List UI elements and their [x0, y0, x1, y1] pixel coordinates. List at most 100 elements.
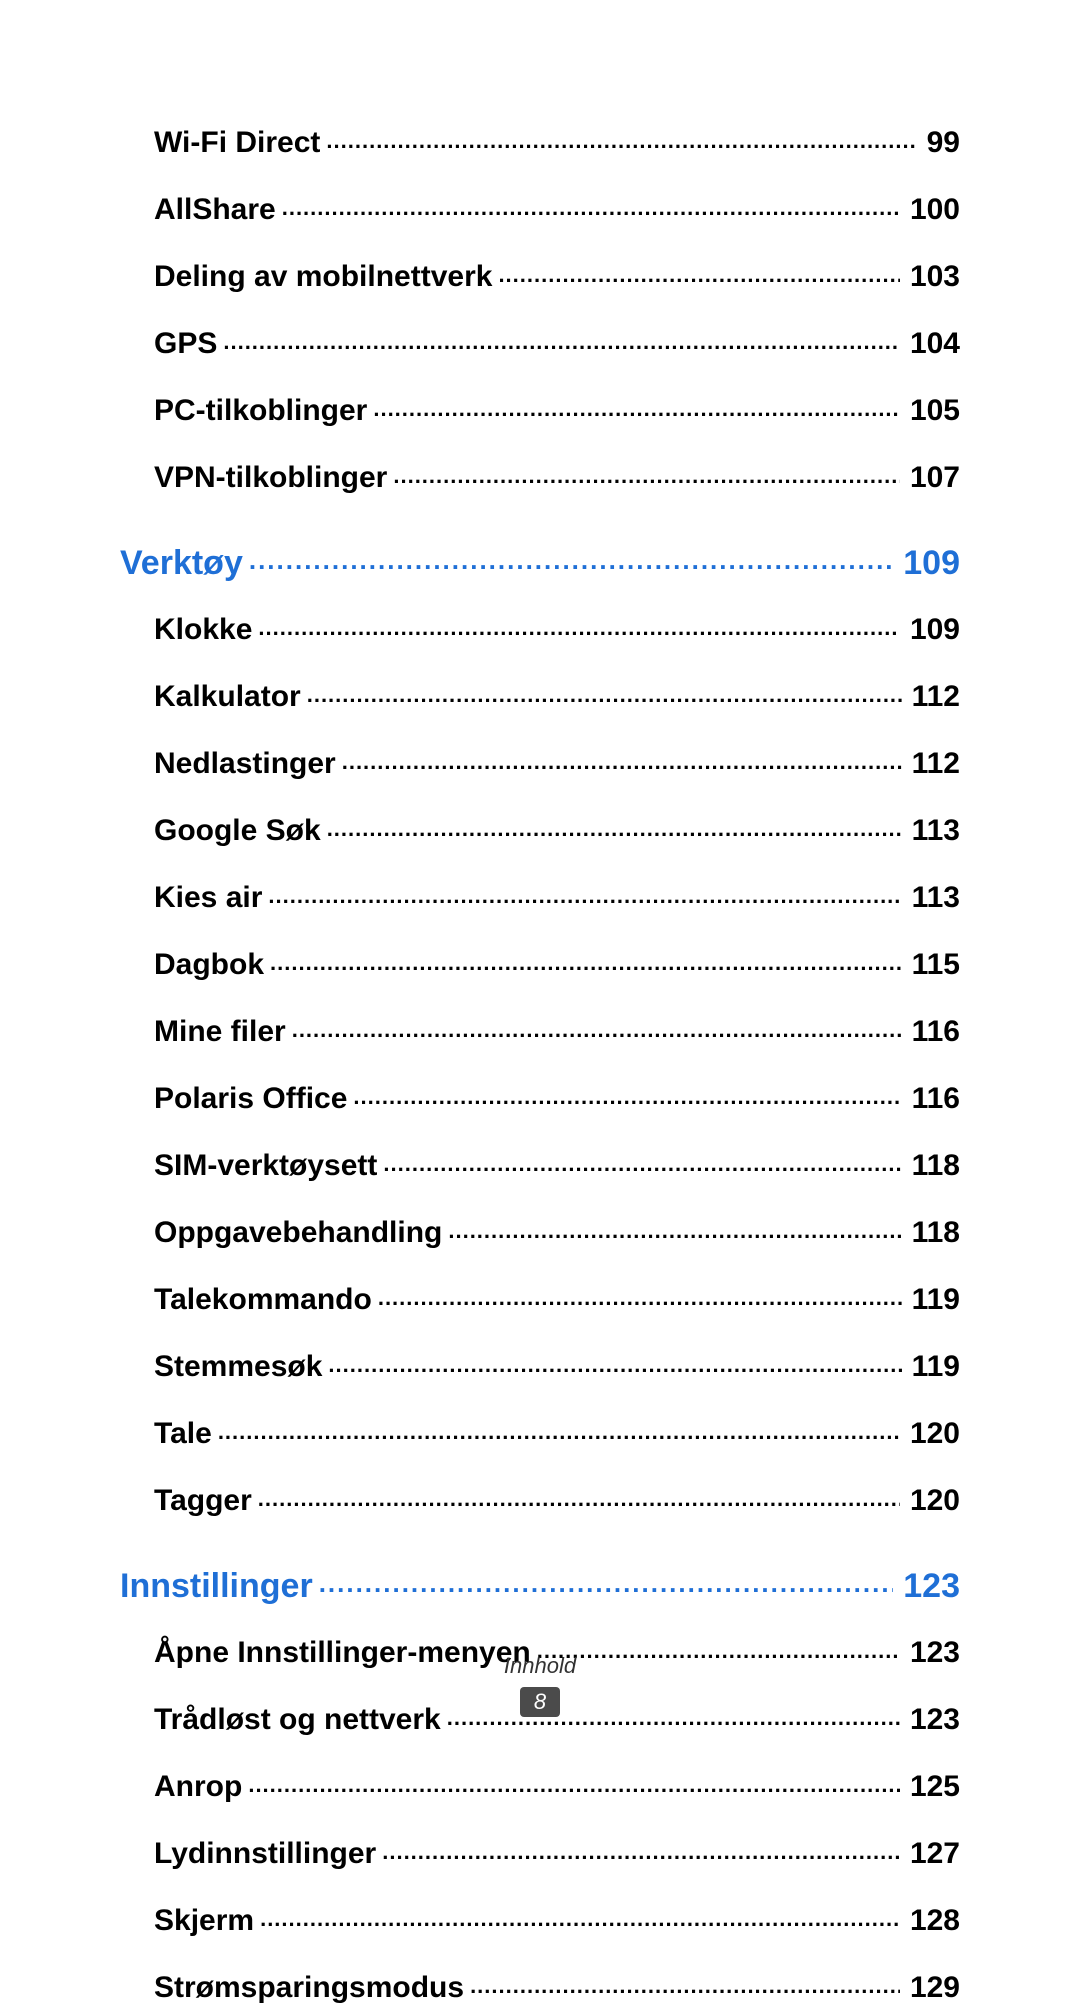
- toc-sub-item[interactable]: Skjerm 128: [120, 1894, 960, 1938]
- toc-section-page: 109: [893, 544, 960, 583]
- toc-item-page: 113: [902, 881, 960, 915]
- toc-item-page: 112: [902, 680, 960, 714]
- toc-sub-item[interactable]: Talekommando 119: [120, 1273, 960, 1317]
- toc-sub-item[interactable]: GPS 104: [120, 317, 960, 361]
- toc-leader-dots: [327, 804, 902, 840]
- page-footer: Innhold 8: [0, 1653, 1080, 1717]
- toc-item-label: Stemmesøk: [154, 1350, 328, 1384]
- toc-section-page: 123: [893, 1567, 960, 1606]
- toc-leader-dots: [249, 533, 893, 574]
- toc-sub-item[interactable]: Anrop125: [120, 1760, 960, 1804]
- toc-sub-item[interactable]: Kalkulator 112: [120, 670, 960, 714]
- toc-item-page: 128: [900, 1904, 960, 1938]
- toc-item-page: 103: [900, 260, 960, 294]
- toc-sub-item[interactable]: Klokke 109: [120, 603, 960, 647]
- toc-item-page: 113: [902, 814, 960, 848]
- toc-leader-dots: [353, 1072, 901, 1108]
- toc-leader-dots: [258, 1474, 900, 1510]
- toc-sub-item[interactable]: VPN-tilkoblinger 107: [120, 451, 960, 495]
- toc-sub-item[interactable]: Stemmesøk 119: [120, 1340, 960, 1384]
- toc-leader-dots: [498, 250, 900, 286]
- toc-sub-item[interactable]: Polaris Office 116: [120, 1072, 960, 1116]
- toc-sub-item[interactable]: PC-tilkoblinger 105: [120, 384, 960, 428]
- toc-item-label: Anrop: [154, 1770, 248, 1804]
- toc-item-label: Tagger: [154, 1484, 258, 1518]
- toc-leader-dots: [270, 938, 902, 974]
- toc-item-label: Klokke: [154, 613, 258, 647]
- toc-section-heading[interactable]: Verktøy 109: [120, 533, 960, 583]
- toc-item-page: 104: [900, 327, 960, 361]
- toc-sub-item[interactable]: Strømsparingsmodus 129: [120, 1961, 960, 2005]
- toc-item-label: Nedlastinger: [154, 747, 342, 781]
- toc-item-page: 107: [900, 461, 960, 495]
- toc-item-page: 100: [900, 193, 960, 227]
- toc-item-label: Oppgavebehandling: [154, 1216, 448, 1250]
- toc-item-label: SIM-verktøysett: [154, 1149, 383, 1183]
- footer-section-title: Innhold: [0, 1653, 1080, 1679]
- toc-item-label: Polaris Office: [154, 1082, 353, 1116]
- toc-item-page: 115: [902, 948, 960, 982]
- toc-item-label: Strømsparingsmodus: [154, 1971, 470, 2005]
- toc-item-page: 129: [900, 1971, 960, 2005]
- toc-item-label: PC-tilkoblinger: [154, 394, 373, 428]
- toc-sub-item[interactable]: Tagger 120: [120, 1474, 960, 1518]
- toc-item-label: GPS: [154, 327, 223, 361]
- toc-leader-dots: [282, 183, 900, 219]
- toc-item-label: Dagbok: [154, 948, 270, 982]
- toc-leader-dots: [307, 670, 902, 706]
- toc-item-label: Talekommando: [154, 1283, 378, 1317]
- toc-sub-item[interactable]: Tale 120: [120, 1407, 960, 1451]
- toc-leader-dots: [268, 871, 901, 907]
- toc-item-label: Tale: [154, 1417, 218, 1451]
- toc-sub-item[interactable]: AllShare 100: [120, 183, 960, 227]
- toc-item-label: Kalkulator: [154, 680, 307, 714]
- toc-sub-item[interactable]: Deling av mobilnettverk 103: [120, 250, 960, 294]
- toc-item-label: VPN-tilkoblinger: [154, 461, 393, 495]
- toc-sub-item[interactable]: Nedlastinger 112: [120, 737, 960, 781]
- toc-leader-dots: [218, 1407, 900, 1443]
- toc-item-page: 116: [902, 1082, 960, 1116]
- toc-sub-item[interactable]: Dagbok 115: [120, 938, 960, 982]
- toc-item-page: 119: [902, 1283, 960, 1317]
- toc-leader-dots: [292, 1005, 902, 1041]
- toc-item-page: 120: [900, 1417, 960, 1451]
- toc-item-label: Skjerm: [154, 1904, 260, 1938]
- toc-sub-item[interactable]: Google Søk 113: [120, 804, 960, 848]
- toc-sub-item[interactable]: SIM-verktøysett 118: [120, 1139, 960, 1183]
- toc-item-page: 120: [900, 1484, 960, 1518]
- toc-item-page: 112: [902, 747, 960, 781]
- toc-sub-item[interactable]: Lydinnstillinger 127: [120, 1827, 960, 1871]
- toc-item-label: AllShare: [154, 193, 282, 227]
- toc-leader-dots: [319, 1556, 894, 1597]
- toc-item-page: 99: [917, 126, 960, 160]
- toc-item-label: Wi-Fi Direct: [154, 126, 326, 160]
- toc-item-page: 119: [902, 1350, 960, 1384]
- toc-section-title: Innstillinger: [120, 1567, 319, 1606]
- toc-item-label: Kies air: [154, 881, 268, 915]
- toc-section-heading[interactable]: Innstillinger 123: [120, 1556, 960, 1606]
- page-number-badge: 8: [520, 1687, 560, 1717]
- toc-item-page: 118: [902, 1149, 960, 1183]
- toc-item-page: 109: [900, 613, 960, 647]
- toc-leader-dots: [248, 1760, 900, 1796]
- toc-item-label: Deling av mobilnettverk: [154, 260, 498, 294]
- toc-item-page: 118: [902, 1216, 960, 1250]
- toc-leader-dots: [223, 317, 900, 353]
- toc-leader-dots: [342, 737, 902, 773]
- toc-sub-item[interactable]: Oppgavebehandling 118: [120, 1206, 960, 1250]
- toc-leader-dots: [382, 1827, 900, 1863]
- toc-item-label: Lydinnstillinger: [154, 1837, 382, 1871]
- toc-leader-dots: [326, 116, 916, 152]
- toc-sub-item[interactable]: Kies air 113: [120, 871, 960, 915]
- toc-sub-item[interactable]: Wi-Fi Direct 99: [120, 116, 960, 160]
- toc-item-label: Mine filer: [154, 1015, 292, 1049]
- toc-leader-dots: [328, 1340, 901, 1376]
- toc-leader-dots: [393, 451, 900, 487]
- toc-item-label: Google Søk: [154, 814, 327, 848]
- toc-sub-item[interactable]: Mine filer116: [120, 1005, 960, 1049]
- toc-section-title: Verktøy: [120, 544, 249, 583]
- toc-leader-dots: [383, 1139, 901, 1175]
- toc-leader-dots: [258, 603, 900, 639]
- toc-leader-dots: [448, 1206, 901, 1242]
- toc-item-page: 127: [900, 1837, 960, 1871]
